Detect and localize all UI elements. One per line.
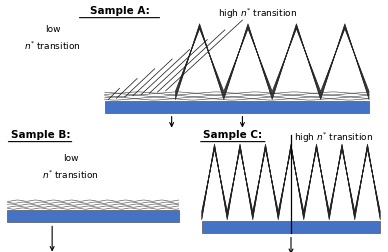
Bar (202, 221, 380, 233)
Text: Sample C:: Sample C: (203, 130, 262, 140)
Text: Sample A:: Sample A: (90, 6, 149, 16)
Text: high $n^{*}$ transition: high $n^{*}$ transition (218, 6, 297, 21)
Text: Sample B:: Sample B: (11, 130, 71, 140)
Text: $n^{*}$ transition: $n^{*}$ transition (24, 40, 81, 52)
Text: high $n^{*}$ transition: high $n^{*}$ transition (294, 130, 373, 144)
Text: low: low (45, 25, 60, 34)
Bar (7, 210, 179, 222)
Text: $n^{*}$ transition: $n^{*}$ transition (43, 168, 99, 180)
Text: low: low (63, 153, 78, 162)
Bar (105, 101, 369, 114)
